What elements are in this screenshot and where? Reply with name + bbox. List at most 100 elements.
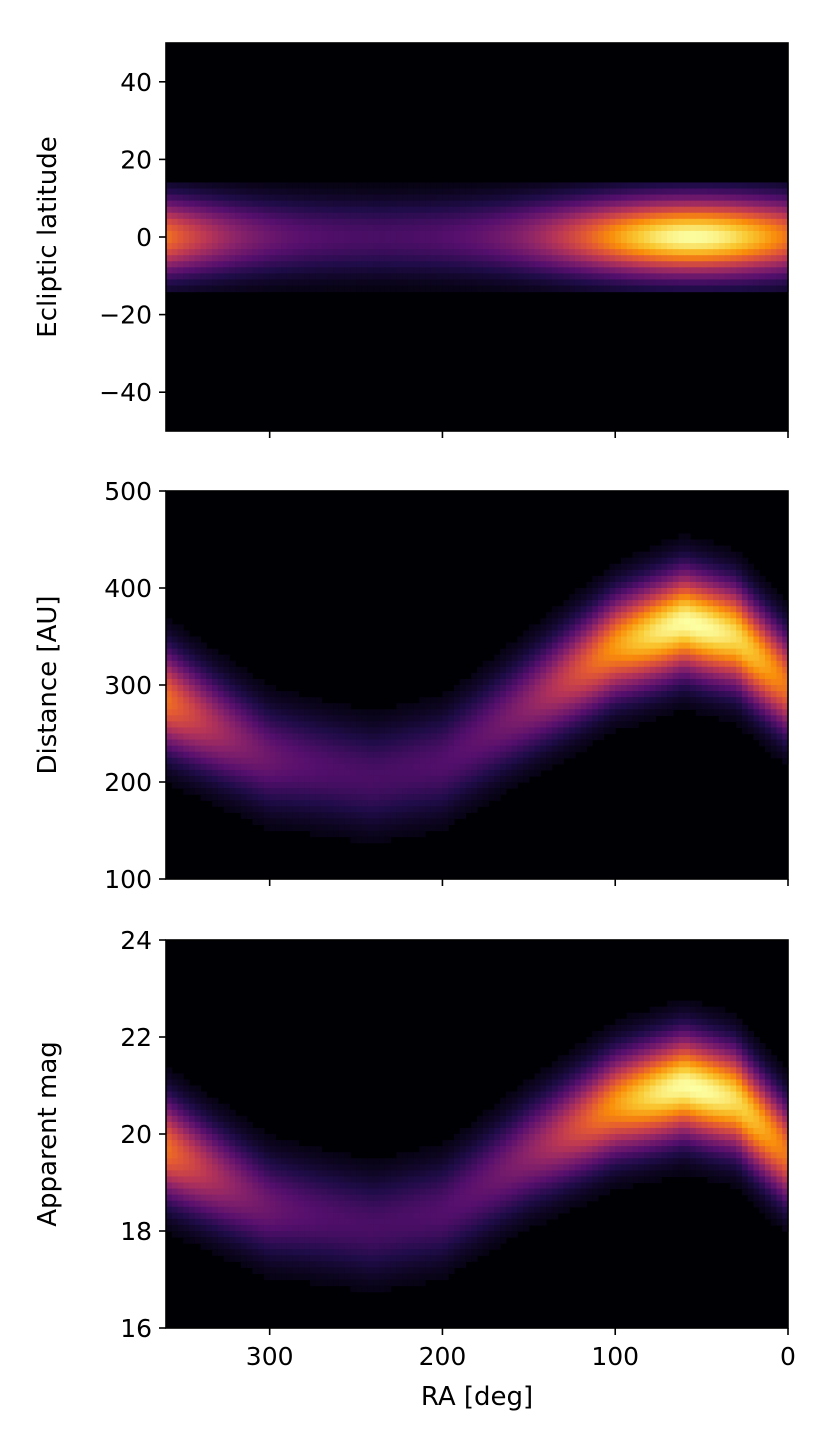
heatmap-cell — [321, 812, 328, 819]
heatmap-cell — [644, 685, 651, 692]
heatmap-cell — [223, 1249, 230, 1256]
heatmap-cell — [275, 194, 282, 202]
heatmap-cell — [638, 672, 645, 680]
heatmap-cell — [580, 654, 588, 662]
heatmap-cell — [511, 678, 518, 686]
heatmap-cell — [776, 237, 783, 244]
heatmap-cell — [505, 230, 513, 238]
heatmap-cell — [644, 551, 651, 559]
heatmap-cell — [500, 775, 507, 783]
heatmap-cell — [200, 249, 207, 256]
heatmap-cell — [678, 563, 685, 571]
heatmap-cell — [615, 279, 622, 287]
heatmap-cell — [482, 182, 490, 190]
heatmap-cell — [563, 206, 570, 214]
heatmap-cell — [718, 563, 726, 571]
heatmap-cell — [632, 672, 639, 680]
heatmap-cell — [252, 249, 259, 256]
heatmap-cell — [517, 763, 524, 771]
heatmap-cell — [690, 685, 697, 692]
heatmap-cell — [661, 581, 668, 589]
heatmap-cell — [626, 194, 634, 202]
heatmap-cell — [620, 666, 628, 674]
heatmap-cell — [580, 678, 588, 686]
heatmap-cell — [546, 648, 553, 656]
heatmap-cell — [724, 697, 732, 704]
heatmap-cell — [678, 666, 685, 674]
heatmap-cell — [488, 697, 495, 704]
heatmap-cell — [407, 800, 415, 807]
heatmap-cell — [235, 806, 242, 813]
heatmap-cell — [229, 206, 236, 214]
heatmap-cell — [229, 279, 236, 287]
heatmap-cell — [396, 267, 403, 274]
heatmap-cell — [661, 685, 668, 692]
heatmap-cell — [206, 672, 213, 680]
heatmap-cell — [534, 757, 541, 765]
heatmap-cell — [171, 1200, 179, 1208]
heatmap-cell — [770, 660, 778, 668]
heatmap-cell — [425, 824, 432, 832]
heatmap-cell — [707, 594, 714, 601]
heatmap-cell — [500, 224, 507, 232]
heatmap-cell — [459, 691, 467, 698]
heatmap-cell — [361, 230, 369, 238]
heatmap-cell — [286, 788, 294, 795]
heatmap-cell — [586, 618, 593, 625]
heatmap-cell — [281, 273, 288, 281]
heatmap-cell — [229, 782, 236, 789]
heatmap-cell — [586, 697, 593, 704]
heatmap-cell — [367, 788, 374, 795]
heatmap-cell — [500, 751, 507, 759]
heatmap-cell — [235, 194, 242, 202]
heatmap-cell — [269, 200, 277, 208]
heatmap-cell — [488, 200, 495, 208]
heatmap-cell — [609, 243, 616, 250]
heatmap-cell — [309, 818, 317, 826]
heatmap-cell — [546, 672, 553, 680]
heatmap-cell — [574, 200, 582, 208]
heatmap-cell — [240, 703, 248, 710]
heatmap-cell — [286, 794, 294, 801]
heatmap-cell — [177, 727, 184, 735]
heatmap-cell — [517, 678, 524, 686]
heatmap-cell — [523, 194, 530, 202]
heatmap-cell — [171, 715, 179, 722]
heatmap-cell — [684, 249, 691, 256]
heatmap-cell — [309, 703, 317, 710]
heatmap-cell — [419, 824, 426, 832]
heatmap-cell — [500, 697, 507, 704]
heatmap-cell — [338, 261, 346, 268]
heatmap-cell — [453, 703, 461, 710]
heatmap-cell — [200, 279, 207, 287]
heatmap-cell — [609, 636, 616, 644]
heatmap-cell — [309, 249, 317, 256]
heatmap-cell — [603, 660, 611, 668]
heatmap-cell — [482, 218, 490, 226]
heatmap-cell — [430, 206, 438, 214]
heatmap-cell — [546, 751, 553, 759]
heatmap-cell — [315, 800, 323, 807]
heatmap-cell — [661, 194, 668, 202]
heatmap-cell — [770, 194, 778, 202]
heatmap-cell — [500, 285, 507, 293]
heatmap-cell — [759, 600, 766, 607]
heatmap-cell — [523, 703, 530, 710]
heatmap-cell — [200, 691, 207, 698]
heatmap-cell — [321, 818, 328, 826]
heatmap-cell — [252, 788, 259, 795]
heatmap-cell — [263, 194, 271, 202]
heatmap-cell — [695, 237, 703, 244]
heatmap-cell — [442, 733, 449, 741]
heatmap-cell — [764, 230, 772, 238]
heatmap-cell — [759, 709, 766, 716]
heatmap-cell — [459, 812, 467, 819]
heatmap-cell — [528, 188, 536, 196]
heatmap-cell — [430, 194, 438, 202]
heatmap-cell — [667, 575, 674, 583]
heatmap-cell — [690, 261, 697, 268]
heatmap-cell — [396, 751, 403, 759]
heatmap-cell — [206, 249, 213, 256]
heatmap-cell — [620, 212, 628, 220]
heatmap-cell — [471, 739, 478, 747]
